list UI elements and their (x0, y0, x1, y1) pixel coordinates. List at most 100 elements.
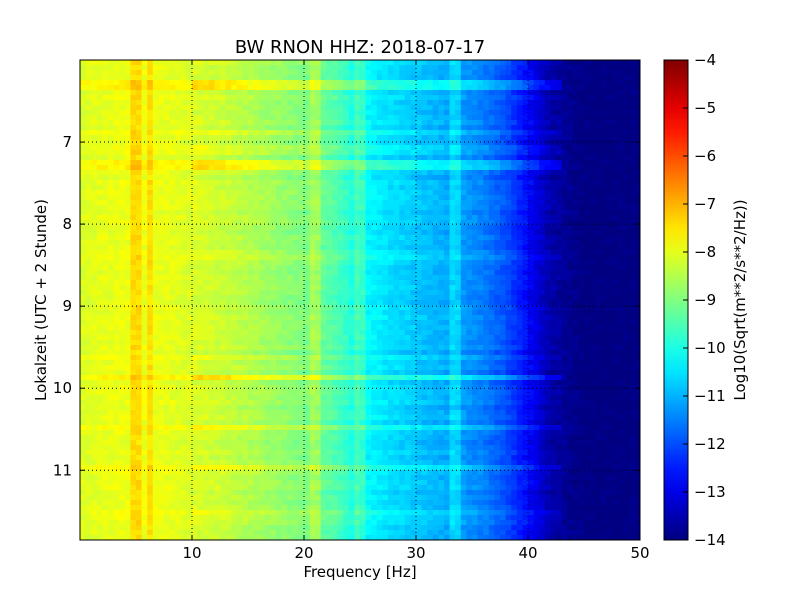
heatmap-cell (96, 275, 103, 281)
heatmap-cell (253, 260, 260, 266)
heatmap-cell (365, 260, 372, 266)
heatmap-cell (309, 225, 316, 231)
heatmap-cell (208, 195, 215, 201)
heatmap-cell (119, 305, 126, 311)
heatmap-cell (488, 150, 495, 156)
heatmap-cell (522, 205, 529, 211)
heatmap-cell (595, 220, 602, 226)
heatmap-cell (634, 210, 640, 216)
heatmap-cell (197, 80, 204, 86)
heatmap-cell (612, 215, 619, 221)
heatmap-cell (225, 245, 232, 251)
heatmap-cell (248, 65, 255, 71)
heatmap-cell (472, 165, 479, 171)
heatmap-cell (287, 60, 294, 66)
heatmap-cell (192, 175, 199, 181)
heatmap-cell (225, 95, 232, 101)
heatmap-cell (410, 60, 417, 66)
heatmap-cell (438, 65, 445, 71)
heatmap-cell (416, 300, 423, 306)
heatmap-cell (354, 70, 361, 76)
heatmap-cell (371, 160, 378, 166)
heatmap-cell (528, 295, 535, 301)
heatmap-cell (556, 105, 563, 111)
heatmap-cell (124, 125, 131, 131)
heatmap-cell (561, 120, 568, 126)
heatmap-cell (399, 195, 406, 201)
heatmap-cell (113, 275, 120, 281)
heatmap-cell (164, 190, 171, 196)
heatmap-cell (371, 165, 378, 171)
heatmap-cell (589, 100, 596, 106)
heatmap-cell (460, 225, 467, 231)
heatmap-cell (522, 265, 529, 271)
heatmap-cell (231, 300, 238, 306)
heatmap-cell (432, 165, 439, 171)
heatmap-cell (623, 175, 630, 181)
heatmap-cell (606, 165, 613, 171)
heatmap-cell (231, 200, 238, 206)
heatmap-cell (589, 140, 596, 146)
heatmap-cell (113, 70, 120, 76)
heatmap-cell (584, 80, 591, 86)
heatmap-cell (348, 240, 355, 246)
heatmap-cell (236, 195, 243, 201)
heatmap-cell (410, 95, 417, 101)
heatmap-cell (416, 270, 423, 276)
heatmap-cell (147, 60, 154, 66)
heatmap-cell (522, 285, 529, 291)
heatmap-cell (292, 210, 299, 216)
heatmap-cell (511, 290, 518, 296)
heatmap-cell (236, 300, 243, 306)
heatmap-cell (236, 280, 243, 286)
heatmap-cell (315, 220, 322, 226)
heatmap-cell (186, 120, 193, 126)
heatmap-cell (449, 140, 456, 146)
heatmap-cell (225, 210, 232, 216)
heatmap-cell (287, 110, 294, 116)
heatmap-cell (119, 140, 126, 146)
heatmap-cell (617, 185, 624, 191)
heatmap-cell (376, 85, 383, 91)
heatmap-cell (444, 285, 451, 291)
heatmap-cell (589, 245, 596, 251)
heatmap-cell (404, 230, 411, 236)
heatmap-cell (175, 95, 182, 101)
heatmap-cell (416, 100, 423, 106)
heatmap-cell (500, 290, 507, 296)
heatmap-cell (539, 215, 546, 221)
heatmap-cell (556, 65, 563, 71)
heatmap-cell (136, 230, 143, 236)
heatmap-cell (544, 305, 551, 311)
heatmap-cell (208, 75, 215, 81)
heatmap-cell (488, 265, 495, 271)
heatmap-cell (393, 200, 400, 206)
heatmap-cell (466, 70, 473, 76)
heatmap-cell (141, 85, 148, 91)
heatmap-cell (500, 285, 507, 291)
heatmap-cell (326, 265, 333, 271)
heatmap-cell (455, 225, 462, 231)
heatmap-cell (432, 225, 439, 231)
heatmap-cell (416, 210, 423, 216)
heatmap-cell (561, 230, 568, 236)
heatmap-cell (192, 235, 199, 241)
heatmap-cell (382, 125, 389, 131)
heatmap-cell (500, 205, 507, 211)
heatmap-cell (354, 105, 361, 111)
heatmap-cell (85, 255, 92, 261)
heatmap-cell (85, 135, 92, 141)
heatmap-cell (449, 305, 456, 311)
heatmap-cell (595, 225, 602, 231)
heatmap-cell (164, 140, 171, 146)
heatmap-cell (600, 255, 607, 261)
heatmap-cell (337, 170, 344, 176)
heatmap-cell (522, 80, 529, 86)
heatmap-cell (516, 125, 523, 131)
heatmap-cell (444, 60, 451, 66)
heatmap-cell (533, 240, 540, 246)
heatmap-cell (589, 150, 596, 156)
heatmap-cell (214, 280, 221, 286)
heatmap-cell (281, 205, 288, 211)
heatmap-cell (298, 135, 305, 141)
